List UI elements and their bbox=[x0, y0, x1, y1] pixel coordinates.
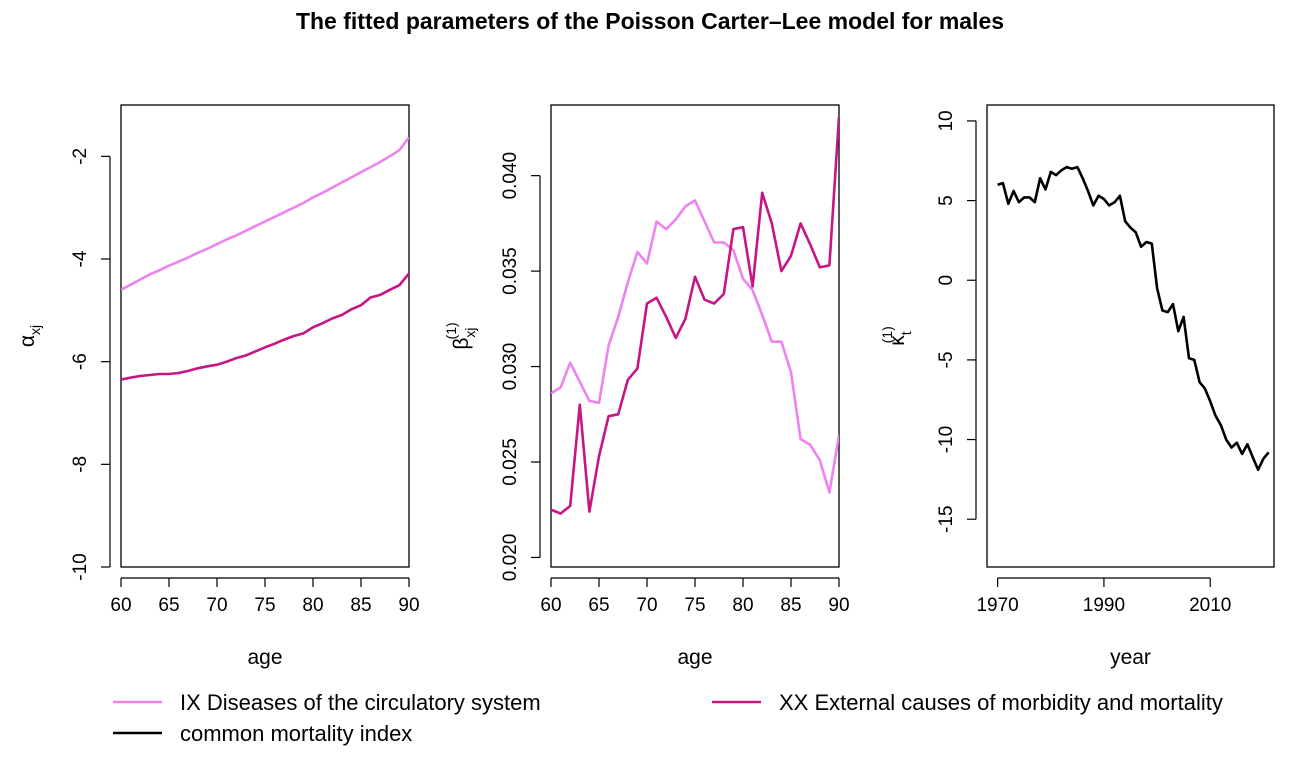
y-axis-label-symbol: α bbox=[16, 335, 39, 347]
series-line-1 bbox=[997, 165, 1270, 472]
y-axis-label-superscript: (1) bbox=[879, 326, 895, 343]
x-axis-label: age bbox=[247, 646, 282, 669]
x-tick-label: 90 bbox=[828, 595, 849, 616]
y-tick-label: 0.025 bbox=[500, 438, 521, 486]
x-axis-label: age bbox=[677, 646, 712, 669]
legend-label-1: IX Diseases of the circulatory system bbox=[180, 690, 541, 715]
x-tick-label: 1990 bbox=[1083, 595, 1125, 616]
chart-title: The fitted parameters of the Poisson Car… bbox=[295, 8, 1005, 34]
y-axis-label-symbol: κ bbox=[886, 335, 909, 346]
x-tick-label: 75 bbox=[684, 595, 705, 616]
y-axis-label-superscript: (1) bbox=[443, 322, 459, 339]
plot-frame bbox=[550, 104, 840, 568]
y-tick-label: 5 bbox=[936, 195, 957, 206]
panel-2: 60 65 70 75 80 85 90 age 0.020 0.025 0.030 0.035 0.0… bbox=[443, 104, 850, 669]
y-tick-label: 0.020 bbox=[500, 534, 521, 582]
series-line-2 bbox=[551, 116, 839, 515]
series-line-2 bbox=[121, 272, 409, 381]
y-axis-label: βxj(1) bbox=[443, 322, 478, 349]
x-axis-label: year bbox=[1110, 646, 1151, 669]
plot-frame bbox=[120, 104, 410, 568]
y-tick-label: 10 bbox=[936, 110, 957, 131]
series-line-1 bbox=[121, 136, 409, 291]
y-tick-label: -10 bbox=[70, 553, 91, 580]
y-tick-label: -5 bbox=[936, 351, 957, 368]
y-tick-label: -4 bbox=[70, 250, 91, 267]
y-tick-label: -8 bbox=[70, 456, 91, 473]
y-tick-label: -15 bbox=[936, 505, 957, 532]
x-tick-label: 70 bbox=[636, 595, 657, 616]
x-tick-label: 65 bbox=[588, 595, 609, 616]
x-tick-label: 70 bbox=[206, 595, 227, 616]
y-tick-label: 0 bbox=[936, 275, 957, 286]
x-tick-label: 75 bbox=[254, 595, 275, 616]
x-tick-label: 80 bbox=[302, 595, 323, 616]
legend: IX Diseases of the circulatory system XX … bbox=[113, 690, 1223, 746]
y-axis-label-subscript: xj bbox=[462, 327, 478, 337]
y-axis-label: κt(1) bbox=[879, 326, 914, 346]
legend-label-3: common mortality index bbox=[180, 721, 412, 746]
x-tick-label: 85 bbox=[780, 595, 801, 616]
y-axis-label-subscript: t bbox=[898, 331, 914, 335]
y-tick-label: -6 bbox=[70, 353, 91, 370]
y-tick-label: 0.030 bbox=[500, 343, 521, 391]
panel-3: 1970 1990 2010 year -15 -10 -5 0 5 10 κt(1) bbox=[879, 104, 1275, 669]
y-tick-label: 0.040 bbox=[500, 152, 521, 200]
plot-frame bbox=[986, 104, 1275, 568]
y-axis-label-symbol: β bbox=[450, 338, 473, 350]
x-tick-label: 60 bbox=[110, 595, 131, 616]
x-tick-label: 60 bbox=[540, 595, 561, 616]
y-tick-label: 0.035 bbox=[500, 247, 521, 295]
x-tick-label: 80 bbox=[732, 595, 753, 616]
y-tick-label: -2 bbox=[70, 148, 91, 165]
x-tick-label: 1970 bbox=[976, 595, 1018, 616]
y-axis-label-subscript: xj bbox=[27, 325, 43, 335]
panel-1: 60 65 70 75 80 85 90 age -10 -8 -6 -4 -2 αxj bbox=[16, 104, 420, 669]
x-tick-label: 2010 bbox=[1189, 595, 1231, 616]
y-axis-label: αxj bbox=[16, 325, 43, 347]
x-tick-label: 85 bbox=[350, 595, 371, 616]
legend-label-2: XX External causes of morbidity and mort… bbox=[779, 690, 1223, 715]
x-tick-label: 90 bbox=[398, 595, 419, 616]
series-line-1 bbox=[551, 199, 839, 494]
x-tick-label: 65 bbox=[158, 595, 179, 616]
y-tick-label: -10 bbox=[936, 426, 957, 453]
